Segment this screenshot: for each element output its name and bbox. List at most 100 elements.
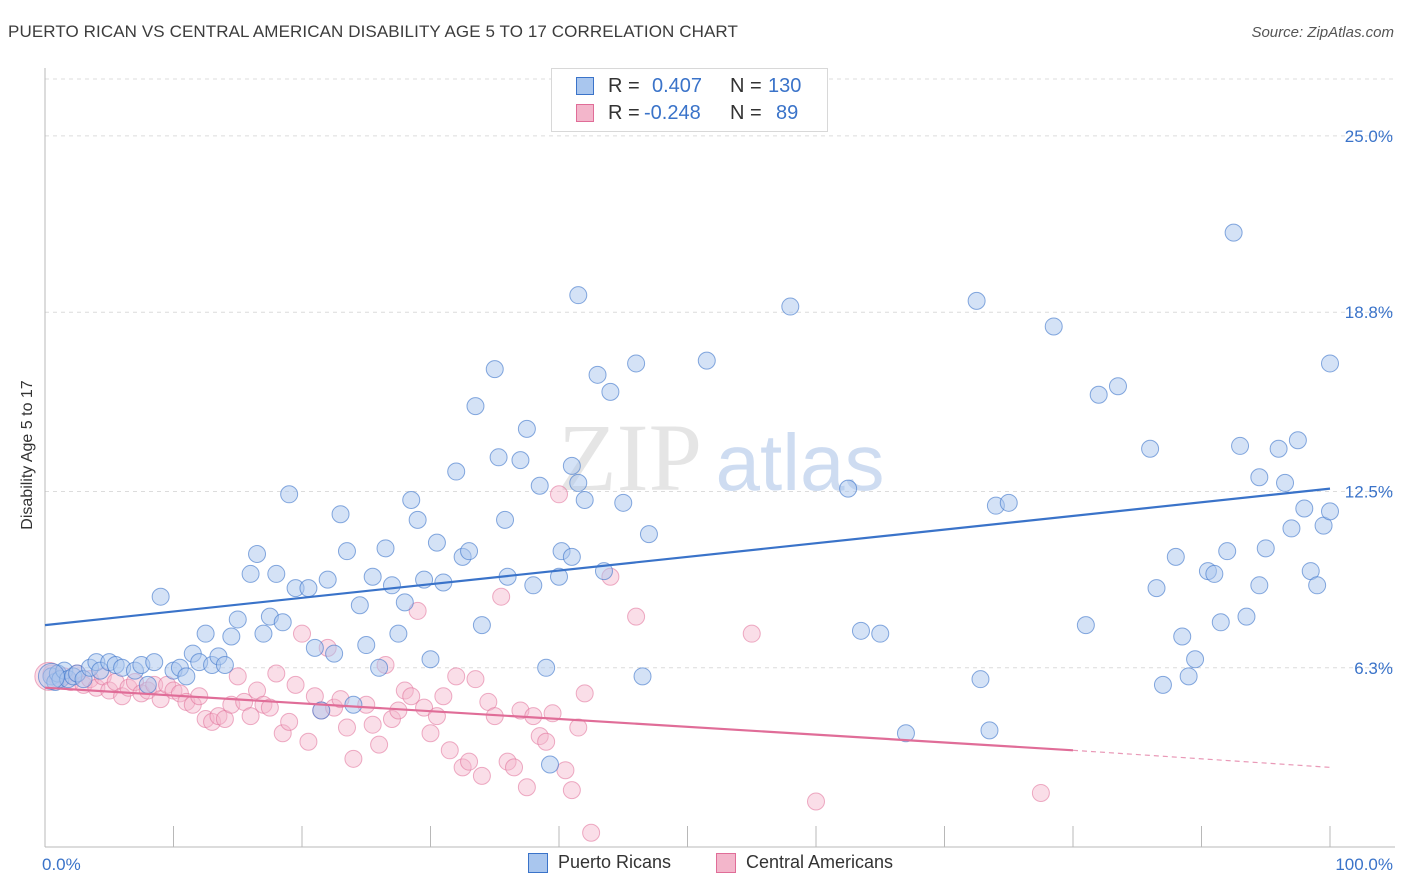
data-point xyxy=(639,525,658,544)
data-point xyxy=(1250,468,1269,487)
data-point xyxy=(896,724,915,743)
data-point xyxy=(408,601,427,620)
data-point xyxy=(1211,613,1230,632)
legend-label: Puerto Ricans xyxy=(558,852,672,872)
data-point xyxy=(517,778,536,797)
data-point xyxy=(588,365,607,384)
y-tick-label: 18.8% xyxy=(1345,303,1393,322)
data-point xyxy=(851,621,870,640)
data-point xyxy=(331,505,350,524)
data-point xyxy=(382,576,401,595)
data-point xyxy=(1044,317,1063,336)
swatch-pink xyxy=(576,104,594,122)
series-legend: Puerto Ricans Central Americans xyxy=(0,852,1406,878)
data-point xyxy=(1089,385,1108,404)
data-point xyxy=(556,761,575,780)
data-point xyxy=(280,712,299,731)
data-point xyxy=(633,667,652,686)
data-point xyxy=(541,755,560,774)
chart-title: PUERTO RICAN VS CENTRAL AMERICAN DISABIL… xyxy=(8,22,738,41)
data-point xyxy=(138,675,157,694)
data-point xyxy=(408,510,427,529)
data-point xyxy=(248,545,267,564)
data-point xyxy=(569,718,588,737)
data-point xyxy=(293,624,311,643)
data-point xyxy=(241,564,260,583)
data-point xyxy=(305,638,324,657)
data-point xyxy=(260,698,279,717)
data-point xyxy=(37,662,65,690)
x-tick-label: 100.0% xyxy=(1335,855,1393,874)
data-point xyxy=(440,741,459,760)
trend-line-central-americans xyxy=(44,686,1074,752)
data-point xyxy=(1321,354,1339,373)
legend-item-puerto-ricans[interactable]: Puerto Ricans xyxy=(528,852,671,873)
data-point xyxy=(742,624,761,643)
data-point xyxy=(697,351,716,370)
data-point xyxy=(1288,431,1307,450)
data-point xyxy=(1224,223,1243,242)
data-point xyxy=(627,354,646,373)
data-point xyxy=(1231,436,1250,455)
data-point xyxy=(344,695,363,714)
data-point xyxy=(1076,616,1095,635)
data-point xyxy=(370,735,389,754)
data-point xyxy=(241,707,260,726)
data-point xyxy=(999,493,1018,512)
data-point xyxy=(196,624,215,643)
data-point xyxy=(267,564,286,583)
y-tick-label: 12.5% xyxy=(1345,482,1393,501)
data-point xyxy=(537,732,556,751)
data-point xyxy=(1218,542,1237,561)
data-point xyxy=(1308,576,1327,595)
data-point xyxy=(839,479,858,498)
data-point xyxy=(562,781,581,800)
data-point xyxy=(1153,675,1172,694)
n-value: 89 xyxy=(776,101,799,124)
data-point xyxy=(350,596,369,615)
swatch-blue xyxy=(576,77,594,95)
watermark-atlas: atlas xyxy=(716,418,885,507)
data-point xyxy=(569,286,588,305)
r-label: R = xyxy=(608,74,640,97)
data-point xyxy=(562,547,581,566)
data-point xyxy=(472,616,491,635)
data-point xyxy=(395,593,414,612)
trend-line-central-americans-extrapolated xyxy=(1072,749,1331,768)
n-label: N = xyxy=(730,101,762,124)
data-point xyxy=(151,587,170,606)
legend-swatch-blue xyxy=(528,852,548,873)
data-point xyxy=(280,485,299,504)
data-point xyxy=(627,607,646,626)
data-point xyxy=(967,291,986,310)
data-point xyxy=(562,456,581,475)
data-point xyxy=(434,687,453,706)
data-point xyxy=(582,823,601,842)
data-point xyxy=(807,792,825,811)
data-point xyxy=(267,664,286,683)
data-point xyxy=(1147,579,1166,598)
chart-source: Source: ZipAtlas.com xyxy=(1251,24,1394,41)
axes xyxy=(44,68,1395,848)
data-point xyxy=(569,473,588,492)
data-point xyxy=(466,670,485,689)
data-point xyxy=(177,667,196,686)
trend-lines xyxy=(44,487,1331,768)
legend-item-central-americans[interactable]: Central Americans xyxy=(716,852,893,873)
data-point xyxy=(575,490,594,509)
r-label: R = xyxy=(608,101,640,124)
data-point xyxy=(511,451,530,470)
data-point xyxy=(460,542,479,561)
data-point xyxy=(299,732,318,751)
data-point xyxy=(363,715,382,734)
data-point xyxy=(228,610,247,629)
data-point xyxy=(1269,439,1288,458)
legend-label: Central Americans xyxy=(746,852,894,872)
data-point xyxy=(485,360,504,379)
data-point xyxy=(1031,783,1050,802)
data-point xyxy=(537,658,556,677)
data-point xyxy=(222,627,241,646)
data-point xyxy=(447,462,466,481)
data-point xyxy=(254,624,273,643)
data-point xyxy=(402,687,421,706)
